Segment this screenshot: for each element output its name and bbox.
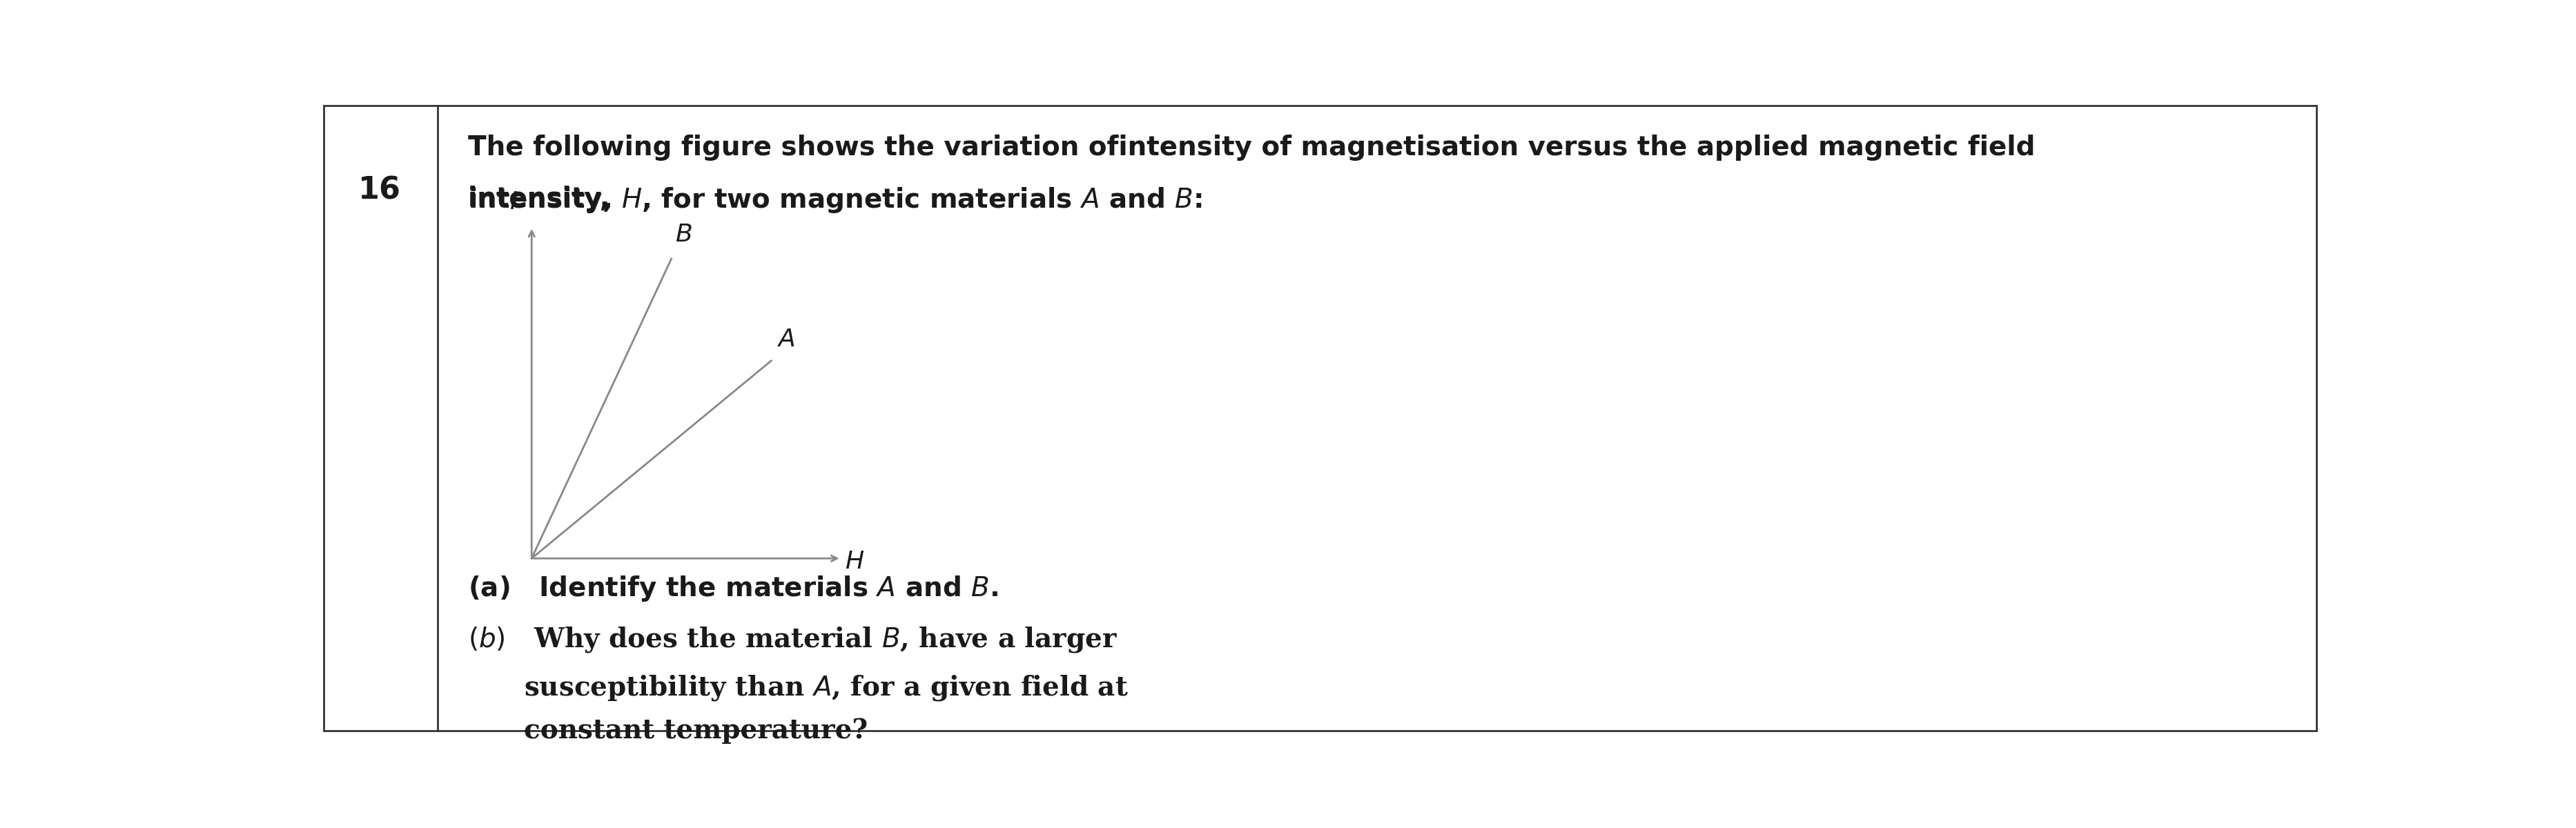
Text: $A$: $A$: [778, 328, 796, 351]
FancyBboxPatch shape: [325, 106, 2316, 730]
Text: intensity,: intensity,: [469, 185, 618, 212]
Text: (a)   Identify the materials $A$ and $B$.: (a) Identify the materials $A$ and $B$.: [469, 575, 997, 604]
Text: $I$: $I$: [510, 190, 518, 214]
Text: $H$: $H$: [845, 550, 866, 573]
Text: $\mathit{(b)}$   Why does the material $B$, have a larger: $\mathit{(b)}$ Why does the material $B$…: [469, 625, 1118, 654]
Text: intensity, $H$, for two magnetic materials $A$ and $B$:: intensity, $H$, for two magnetic materia…: [469, 185, 1203, 214]
Text: constant temperature?: constant temperature?: [523, 718, 868, 744]
Text: 16: 16: [358, 176, 402, 205]
Text: The following figure shows the variation ofintensity of magnetisation versus the: The following figure shows the variation…: [469, 134, 2035, 161]
Text: $B$: $B$: [675, 223, 693, 246]
Text: susceptibility than $A$, for a given field at: susceptibility than $A$, for a given fie…: [523, 673, 1128, 702]
